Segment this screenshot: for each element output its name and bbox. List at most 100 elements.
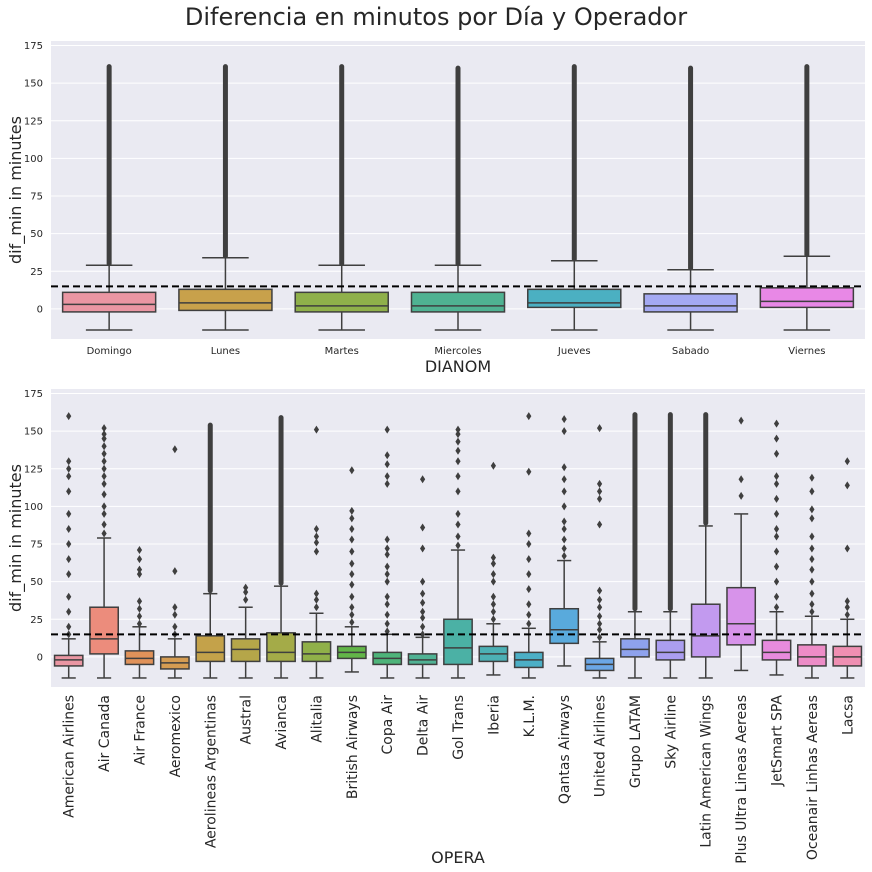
x-tick-label: Oceanair Linhas Aereas [805,695,821,860]
outlier-point [773,524,780,533]
x-tick-label: Domingo [87,346,132,357]
box-viernes [759,64,855,331]
outlier-point [384,600,390,609]
figure-title: Diferencia en minutos por Día y Operador [185,3,687,31]
outlier-point [243,583,249,592]
box-iqr [527,288,622,309]
box-iqr [549,607,580,645]
outlier-point [384,610,390,619]
outlier-point [66,607,72,616]
outlier-point [526,467,532,476]
outlier-point [526,555,532,564]
outlier-point [101,434,107,443]
x-tick-label: Miercoles [434,346,481,357]
outlier-point [809,532,815,541]
outlier-point [384,627,390,636]
box-american-airlines [53,412,84,679]
outlier-point [420,607,426,616]
outlier-point [136,619,143,628]
outlier-point [101,457,107,466]
box-iqr [761,639,792,661]
outlier-point [455,520,461,529]
box-jetsmart-spa [761,419,792,676]
outlier-point [172,610,178,619]
box-miercoles [410,65,506,331]
x-tick-label: Air Canada [97,695,113,772]
outlier-point [101,509,107,518]
outlier-point [455,430,461,439]
y-tick-label: 0 [37,304,43,315]
outlier-point [455,425,461,434]
outlier-point [596,586,603,595]
box-k-l-m- [513,412,544,679]
box-austral [230,583,261,679]
outlier-point [455,446,461,455]
box-alitalia [301,425,332,679]
x-tick-label: Lacsa [840,695,856,735]
outlier-point [455,437,461,446]
outlier-point [384,544,390,553]
x-tick-label: Jueves [557,346,591,357]
x-axis-label: DIANOM [425,357,491,376]
outlier-point [596,479,603,488]
box-iqr [797,644,827,667]
y-tick-label: 0 [37,652,43,663]
box-iqr [443,618,473,666]
outlier-point [455,487,461,496]
y-tick-label: 25 [30,267,43,278]
box-iqr [301,641,332,663]
outlier-point [526,570,532,579]
outlier-point [596,595,603,604]
outlier-point [420,589,426,598]
box-sabado [643,65,738,331]
outlier-point [349,592,355,601]
outlier-point [773,603,780,612]
y-tick-label: 100 [24,502,43,513]
y-axis-label: dif_min in minutes [6,116,26,264]
box-oceanair-linhas-aereas [797,473,827,679]
panel-day: 0 25 50 75 100 125 150 175 Domingo Lunes Martes Mie… [6,41,865,376]
outlier-point [809,514,815,523]
outlier-point [243,588,249,597]
outlier-point [738,475,744,484]
outlier-point [809,544,815,553]
outlier-point [490,615,496,624]
x-tick-label: Iberia [486,695,502,735]
x-axis-label: OPERA [431,848,485,867]
outlier-point [384,472,390,481]
x-tick-label: Qantas Airways [557,695,573,804]
box-air-france [124,546,155,679]
box-iqr [407,653,438,666]
outlier-point [809,589,815,598]
outlier-point [561,502,567,511]
outlier-point [66,540,72,549]
outlier-point [101,490,107,499]
outlier-point [596,612,603,621]
outlier-point [596,520,603,529]
outlier-point [313,595,320,604]
outlier-point [349,610,355,619]
outlier-point [384,550,390,559]
outlier-point [526,610,532,619]
box-iqr [124,650,155,666]
outlier-point [66,509,72,518]
outlier-point [101,464,107,473]
box-martes [294,64,389,331]
outlier-point [773,532,780,541]
x-tick-label: Gol Trans [451,695,467,760]
outlier-point [313,589,320,598]
outlier-point [561,487,567,496]
outlier-point [136,612,143,621]
outlier-point [384,535,390,544]
outlier-point [101,472,107,481]
outlier-point [243,595,249,604]
box-iqr [759,287,855,309]
outlier-point [455,532,461,541]
x-tick-label: Grupo LATAM [628,695,644,788]
box-qantas-airways [549,415,580,667]
outlier-point [136,570,143,579]
outlier-point [101,424,107,433]
outlier-point [101,479,107,488]
outlier-point [596,494,603,503]
outlier-point [809,577,815,586]
